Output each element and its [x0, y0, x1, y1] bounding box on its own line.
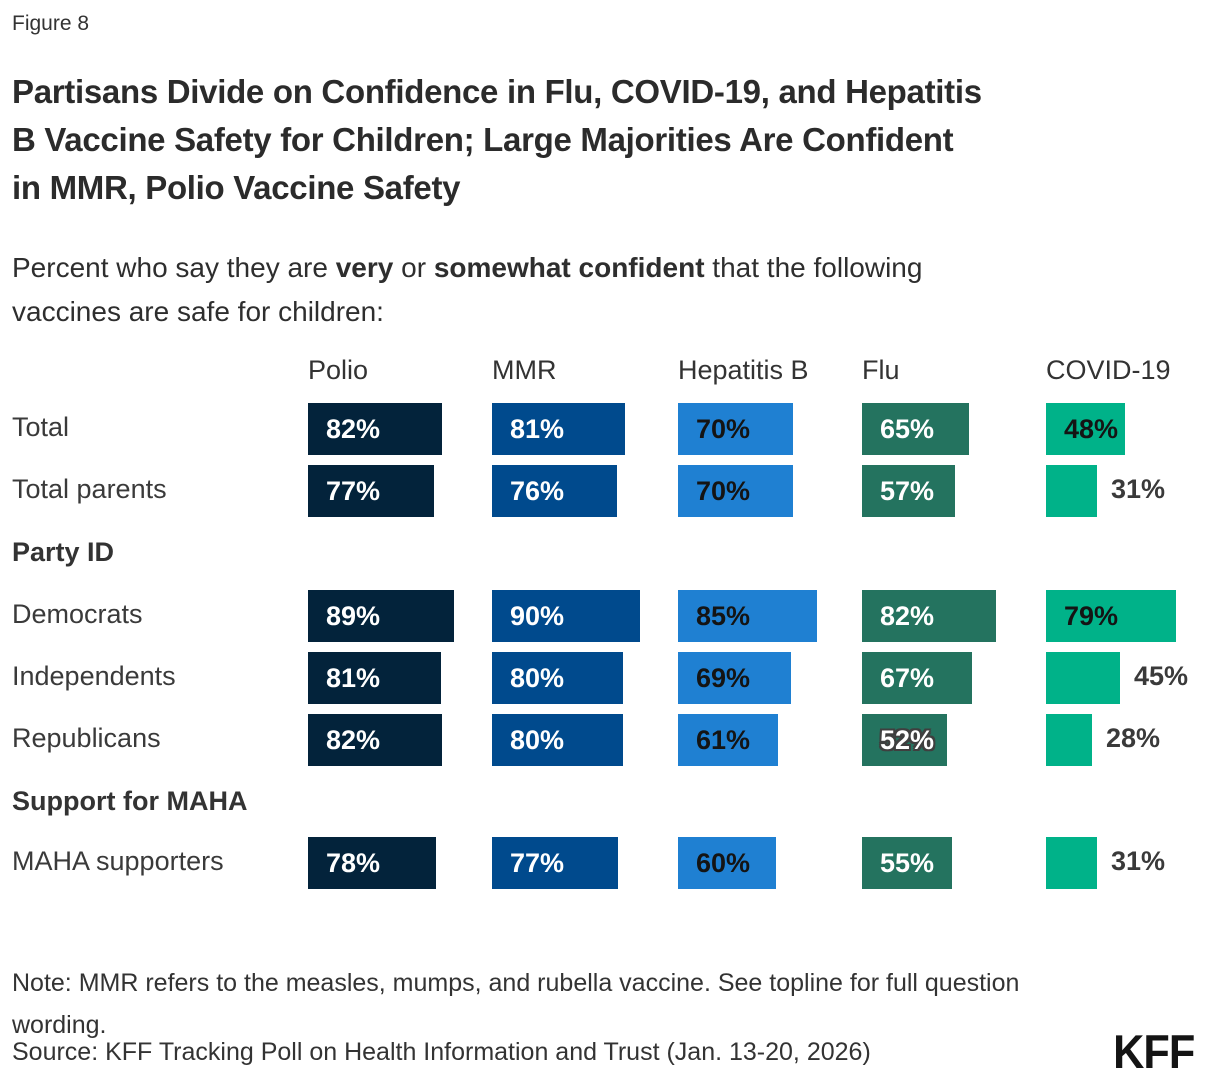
chart-subtitle: Percent who say they are very or somewha… [12, 246, 922, 334]
bar-hepatitis-b: 85% [678, 590, 817, 642]
bar-flu: 65% [862, 403, 969, 455]
bar-mmr: 81% [492, 403, 625, 455]
bar-value-label: 80% [510, 662, 565, 693]
bar-value-label: 89% [326, 600, 381, 631]
column-header-polio: Polio [308, 355, 369, 385]
bar-flu: 57% [862, 465, 955, 517]
bar-mmr: 80% [492, 652, 623, 704]
bar-value-label: 77% [510, 847, 565, 878]
note-line: wording. [12, 1011, 107, 1039]
bar-value-label: 82% [880, 600, 935, 631]
section-header: Support for MAHA [12, 786, 248, 816]
bar-value-label: 76% [510, 475, 565, 506]
bar-hepatitis-b: 61% [678, 714, 778, 766]
bar-hepatitis-b: 69% [678, 652, 791, 704]
bar-covid-19: 79% [1046, 590, 1176, 642]
bar-value-label: 81% [326, 662, 381, 693]
bar-value-label: 90% [510, 600, 565, 631]
bar-polio: 82% [308, 403, 442, 455]
bar-polio: 77% [308, 465, 434, 517]
row-label: Independents [12, 661, 176, 691]
bar-value-label: 45% [1134, 661, 1189, 691]
bar-flu: 55% [862, 837, 952, 889]
bar-value-label: 79% [1064, 600, 1119, 631]
row-label: Total [12, 412, 70, 442]
bar-value-label: 31% [1111, 474, 1166, 504]
bar-hepatitis-b: 70% [678, 465, 793, 517]
note: Note: MMR refers to the measles, mumps, … [12, 962, 1019, 1046]
bar-value-label: 82% [326, 413, 381, 444]
bar-value-label: 80% [510, 724, 565, 755]
bar-flu: 82% [862, 590, 996, 642]
bar-value-label: 78% [326, 847, 381, 878]
bar-flu: 52% [862, 714, 947, 766]
bar-covid-19 [1046, 837, 1097, 889]
section-header: Party ID [12, 537, 115, 567]
column-header-covid-19: COVID-19 [1046, 355, 1171, 385]
bar-value-label: 70% [696, 475, 751, 506]
bar-value-label: 55% [880, 847, 935, 878]
row-label: MAHA supporters [12, 846, 224, 876]
subtitle-text: that the following [704, 252, 923, 283]
kff-logo: KFF [1112, 1025, 1195, 1078]
row-label: Republicans [12, 723, 161, 753]
note-line: Note: MMR refers to the measles, mumps, … [12, 969, 1020, 997]
subtitle-bold: somewhat confident [433, 252, 705, 283]
bar-polio: 82% [308, 714, 442, 766]
source: Source: KFF Tracking Poll on Health Info… [12, 1038, 871, 1066]
bar-hepatitis-b: 60% [678, 837, 776, 889]
bar-mmr: 90% [492, 590, 640, 642]
column-header-mmr: MMR [492, 355, 557, 385]
bar-value-label: 28% [1106, 723, 1161, 753]
bar-value-label: 85% [696, 600, 751, 631]
bar-polio: 81% [308, 652, 441, 704]
bar-chart: Polio MMR Hepatitis B Flu COVID-19 Total… [12, 355, 1189, 889]
chart-title: Partisans Divide on Confidence in Flu, C… [12, 68, 982, 212]
bar-mmr: 77% [492, 837, 618, 889]
bar-flu: 67% [862, 652, 972, 704]
bar-value-label: 57% [880, 475, 935, 506]
figure-label: Figure 8 [12, 12, 90, 35]
bar-hepatitis-b: 70% [678, 403, 793, 455]
column-header-hepatitis-b: Hepatitis B [678, 355, 809, 385]
bar-value-label: 70% [696, 413, 751, 444]
subtitle-text: or [393, 252, 434, 283]
bar-value-label: 48% [1064, 413, 1119, 444]
title-line: Partisans Divide on Confidence in Flu, C… [12, 73, 982, 110]
row-label: Democrats [12, 599, 143, 629]
bar-mmr: 80% [492, 714, 623, 766]
bar-value-label: 31% [1111, 846, 1166, 876]
bar-polio: 89% [308, 590, 454, 642]
bar-value-label: 69% [696, 662, 751, 693]
bar-value-label: 52% [880, 724, 935, 755]
bar-value-label: 60% [696, 847, 751, 878]
bar-covid-19 [1046, 465, 1097, 517]
bar-value-label: 82% [326, 724, 381, 755]
bar-covid-19 [1046, 714, 1092, 766]
bar-polio: 78% [308, 837, 436, 889]
bar-mmr: 76% [492, 465, 617, 517]
subtitle-bold: very [335, 252, 394, 283]
bar-value-label: 65% [880, 413, 935, 444]
bar-covid-19 [1046, 652, 1120, 704]
bar-value-label: 67% [880, 662, 935, 693]
bar-value-label: 81% [510, 413, 565, 444]
title-line: in MMR, Polio Vaccine Safety [12, 169, 461, 206]
row-label: Total parents [12, 474, 167, 504]
title-line: B Vaccine Safety for Children; Large Maj… [12, 121, 954, 158]
column-header-flu: Flu [862, 355, 900, 385]
subtitle-text: vaccines are safe for children: [12, 296, 384, 327]
bar-covid-19: 48% [1046, 403, 1125, 455]
subtitle-text: Percent who say they are [12, 252, 336, 283]
bar-value-label: 77% [326, 475, 381, 506]
bar-value-label: 61% [696, 724, 751, 755]
